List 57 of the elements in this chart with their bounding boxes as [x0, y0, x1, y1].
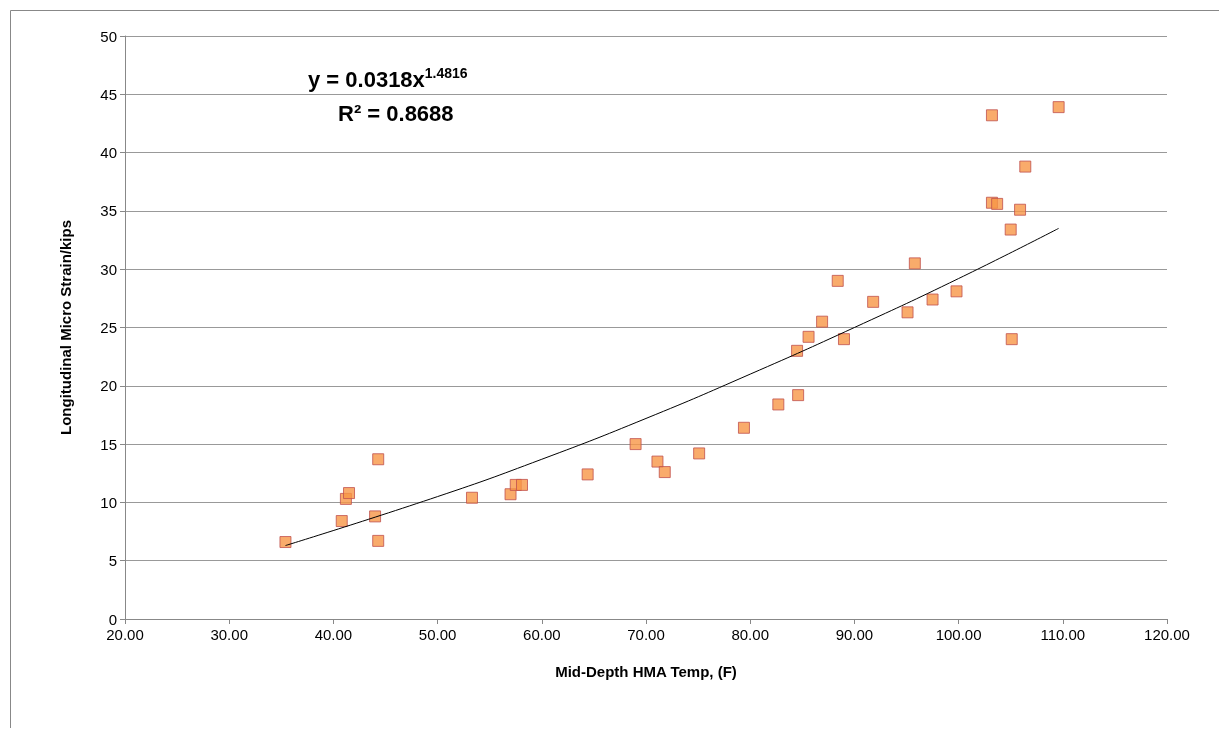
x-tick-label: 60.00: [523, 626, 561, 643]
x-tick-label: 70.00: [627, 626, 665, 643]
point: [693, 447, 706, 460]
point: [1052, 101, 1065, 114]
point: [1014, 203, 1027, 216]
x-tick-label: 120.00: [1144, 626, 1190, 643]
point: [772, 398, 785, 411]
y-tick-label: 25: [100, 319, 117, 336]
x-tick-label: 90.00: [835, 626, 874, 643]
point: [629, 438, 642, 451]
point: [901, 306, 914, 319]
y-tick-label: 15: [100, 435, 117, 453]
x-tick-label: 110.00: [1040, 626, 1086, 643]
point: [792, 389, 805, 402]
point: [465, 491, 478, 504]
point: [831, 274, 844, 287]
point: [950, 285, 963, 298]
point: [504, 488, 517, 501]
x-axis-title: Mid-Depth HMA Temp, (F): [555, 663, 737, 680]
point: [372, 453, 385, 466]
point: [1004, 223, 1017, 236]
point: [867, 295, 880, 308]
point: [1019, 160, 1032, 173]
annotation: R² = 0.8688: [338, 100, 454, 126]
point: [737, 421, 750, 434]
point: [279, 536, 292, 549]
point: [802, 330, 815, 343]
x-tick-label: 50.00: [418, 626, 457, 643]
point: [908, 257, 921, 270]
point: [343, 487, 356, 500]
y-tick-label: 30: [100, 260, 117, 278]
point: [1005, 333, 1018, 346]
point: [816, 315, 829, 328]
x-tick-label: 20.00: [106, 626, 144, 643]
point: [837, 333, 850, 346]
y-tick-label: 35: [100, 202, 117, 220]
point: [926, 293, 939, 306]
y-tick-label: 10: [100, 493, 117, 511]
point: [372, 534, 385, 547]
point: [651, 455, 664, 468]
point: [991, 197, 1004, 210]
y-tick-label: 5: [108, 552, 117, 570]
point: [335, 515, 348, 528]
point: [581, 468, 594, 481]
y-tick-label: 0: [108, 610, 117, 628]
point: [516, 478, 528, 491]
x-tick-label: 80.00: [731, 626, 769, 643]
y-tick-label: 45: [100, 85, 117, 103]
y-tick-label: 50: [100, 27, 117, 45]
x-tick-label: 100.00: [935, 626, 982, 643]
y-axis-title: Longitudinal Micro Strain/kips: [57, 219, 74, 436]
point: [658, 466, 671, 479]
x-tick-label: 40.00: [314, 626, 353, 643]
y-tick-label: 20: [100, 377, 117, 395]
point: [985, 109, 998, 122]
y-tick-label: 40: [100, 144, 117, 162]
x-tick-label: 30.00: [210, 626, 248, 643]
